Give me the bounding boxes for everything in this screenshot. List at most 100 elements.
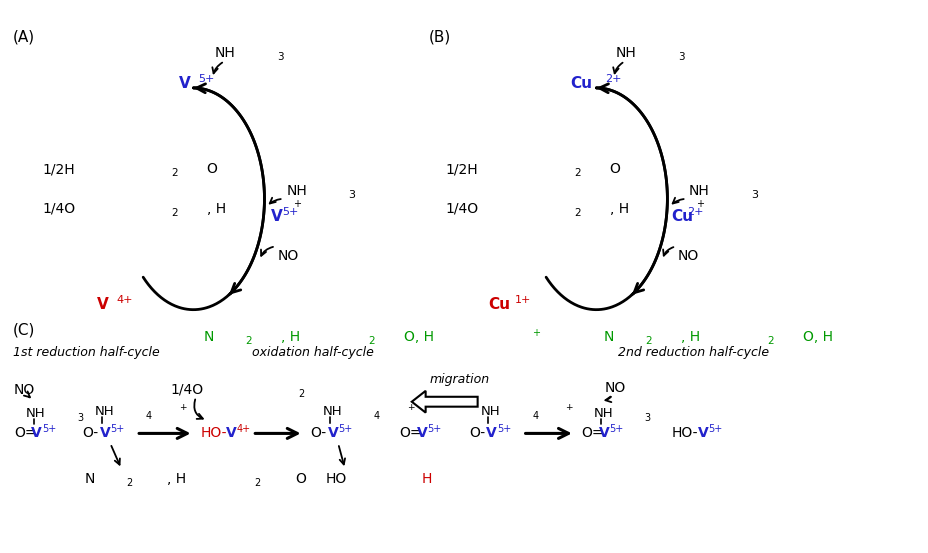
Text: NH: NH [215, 46, 236, 60]
Text: N: N [84, 472, 95, 486]
Text: NO: NO [14, 383, 35, 397]
Text: 2: 2 [367, 336, 374, 346]
Text: 5+: 5+ [707, 424, 722, 434]
Text: 2: 2 [767, 336, 773, 346]
Text: NH: NH [286, 184, 306, 198]
Text: V: V [270, 209, 282, 224]
Text: Cu: Cu [488, 297, 509, 312]
Text: 2: 2 [245, 336, 251, 346]
Text: 1/2H: 1/2H [445, 162, 478, 176]
Text: 3: 3 [644, 413, 651, 422]
Text: 2: 2 [574, 168, 580, 178]
Text: O=: O= [14, 426, 36, 440]
Text: NH: NH [689, 184, 709, 198]
FancyArrow shape [411, 391, 477, 413]
Text: NO: NO [277, 249, 299, 263]
Text: 2: 2 [644, 336, 651, 346]
Text: migration: migration [429, 373, 489, 387]
Text: O: O [295, 472, 306, 486]
Text: V: V [328, 426, 338, 440]
Text: 2: 2 [171, 168, 177, 178]
Text: 5+: 5+ [496, 424, 510, 434]
Text: oxidation half-cycle: oxidation half-cycle [252, 346, 374, 359]
Text: V: V [97, 297, 110, 312]
Text: H: H [421, 472, 432, 486]
Text: V: V [697, 426, 708, 440]
Text: 2+: 2+ [604, 75, 621, 85]
Text: 3: 3 [751, 190, 757, 200]
Text: +: + [695, 199, 703, 209]
Text: , H: , H [206, 202, 226, 216]
Text: 2: 2 [253, 478, 260, 488]
Text: (C): (C) [13, 323, 35, 338]
Text: O-: O- [83, 426, 98, 440]
Text: O, H: O, H [403, 330, 433, 345]
Text: V: V [599, 426, 609, 440]
Text: , H: , H [167, 472, 187, 486]
Text: 5+: 5+ [199, 75, 214, 85]
Text: +: + [406, 403, 414, 411]
Text: NH: NH [614, 46, 636, 60]
Text: (B): (B) [429, 30, 451, 45]
Text: HO-: HO- [671, 426, 698, 440]
Text: 4: 4 [146, 410, 151, 421]
Text: NH: NH [95, 405, 114, 418]
Text: 2+: 2+ [687, 207, 703, 217]
Text: , H: , H [609, 202, 628, 216]
Text: 1/2H: 1/2H [43, 162, 75, 176]
Text: (A): (A) [13, 30, 35, 45]
Text: 5+: 5+ [338, 424, 352, 434]
Text: 3: 3 [677, 52, 684, 62]
Text: 4+: 4+ [116, 295, 133, 305]
Text: O: O [206, 162, 217, 176]
Text: O, H: O, H [802, 330, 832, 345]
Text: 5+: 5+ [42, 424, 56, 434]
Text: 2nd reduction half-cycle: 2nd reduction half-cycle [617, 346, 768, 359]
Text: NH: NH [26, 407, 45, 420]
Text: V: V [485, 426, 496, 440]
Text: Cu: Cu [569, 76, 591, 91]
Text: V: V [99, 426, 110, 440]
Text: HO-: HO- [200, 426, 226, 440]
Text: NH: NH [322, 405, 342, 418]
Text: N: N [203, 330, 214, 345]
Text: 4: 4 [532, 410, 537, 421]
Text: 2: 2 [125, 478, 132, 488]
Text: 1/4O: 1/4O [43, 202, 76, 216]
Text: 3: 3 [277, 52, 284, 62]
Text: O: O [609, 162, 620, 176]
Text: O-: O- [469, 426, 484, 440]
Text: NO: NO [603, 381, 625, 395]
Text: 4: 4 [373, 410, 380, 421]
Text: 5+: 5+ [427, 424, 441, 434]
Text: V: V [179, 76, 190, 91]
Text: , H: , H [680, 330, 699, 345]
Text: O=: O= [399, 426, 421, 440]
Text: 5+: 5+ [110, 424, 124, 434]
Text: , H: , H [281, 330, 300, 345]
Text: NO: NO [677, 249, 698, 263]
Text: 3: 3 [348, 190, 355, 200]
Text: 1+: 1+ [514, 295, 531, 305]
Text: N: N [602, 330, 613, 345]
Text: 1st reduction half-cycle: 1st reduction half-cycle [13, 346, 160, 359]
Text: 2: 2 [574, 207, 580, 218]
Text: HO: HO [326, 472, 347, 486]
Text: +: + [531, 328, 539, 338]
Text: +: + [179, 403, 187, 411]
Text: O-: O- [310, 426, 326, 440]
Text: +: + [565, 403, 573, 411]
Text: 5+: 5+ [281, 207, 298, 217]
Text: 1/4O: 1/4O [445, 202, 478, 216]
Text: V: V [32, 426, 42, 440]
Text: 3: 3 [77, 413, 84, 422]
Text: Cu: Cu [671, 209, 693, 224]
Text: 4+: 4+ [237, 424, 251, 434]
Text: 1/4O: 1/4O [170, 383, 203, 397]
Text: +: + [293, 199, 301, 209]
Text: 5+: 5+ [609, 424, 623, 434]
Text: V: V [417, 426, 427, 440]
Text: O=: O= [581, 426, 603, 440]
Text: NH: NH [593, 407, 612, 420]
Text: 2: 2 [171, 207, 177, 218]
